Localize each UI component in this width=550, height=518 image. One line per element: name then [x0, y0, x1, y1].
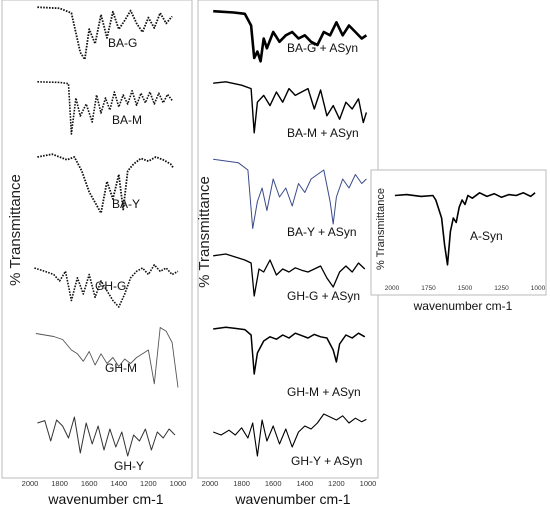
series-line-ba-y — [37, 153, 175, 214]
series-line-gh-y — [37, 416, 176, 457]
x-tick-label: 1250 — [494, 285, 509, 292]
series-label-ba-m: BA-M — [112, 113, 142, 127]
series-label-gh-g: GH-G — [95, 279, 126, 293]
series-label-gh-m: GH-M — [105, 361, 137, 375]
series-label-ba-g: BA-G — [108, 36, 137, 50]
x-tick-label: 1400 — [296, 479, 313, 488]
series-line-ba-g — [37, 6, 173, 61]
panel-right: % Transmittance A-Syn 2000 1750 1500 1250 10… — [370, 169, 547, 313]
series-line-gh-m-asyn — [213, 326, 366, 375]
panel-left: % Transmittance BA-G BA-M BA-Y GH-G GH-M GH-Y… — [1, 0, 193, 507]
x-tick-label: 2000 — [22, 479, 39, 488]
x-tick-label: 1600 — [81, 479, 98, 488]
panel-middle: % Transmittance BA-G + ASyn BA-M + ASyn BA… — [196, 0, 379, 507]
series-label-gh-y: GH-Y — [114, 459, 144, 473]
panel-left-frame — [1, 0, 193, 479]
x-tick-label: 1200 — [140, 479, 157, 488]
series-label-ba-y-asyn: BA-Y + ASyn — [287, 225, 357, 239]
series-line-ba-g-asyn — [213, 9, 368, 63]
series-line-ba-m — [37, 81, 173, 135]
x-tick-label: 1400 — [110, 479, 127, 488]
panel-left-y-axis-label: % Transmittance — [7, 174, 24, 286]
x-tick-label: 1000 — [170, 479, 187, 488]
series-label-gh-y-asyn: GH-Y + ASyn — [291, 454, 362, 468]
panel-middle-y-axis-label: % Transmittance — [196, 176, 213, 288]
series-line-gh-y-asyn — [213, 413, 367, 457]
x-tick-label: 2000 — [202, 479, 219, 488]
series-label-ba-y: BA-Y — [112, 197, 140, 211]
x-tick-label: 1600 — [265, 479, 282, 488]
panel-middle-frame — [197, 0, 379, 479]
panel-right-x-axis-label: wavenumber cm-1 — [413, 299, 513, 313]
panel-right-frame — [370, 169, 547, 296]
series-label-a-syn: A-Syn — [470, 229, 503, 243]
series-label-ba-g-asyn: BA-G + ASyn — [287, 41, 358, 55]
x-tick-label: 1500 — [458, 285, 473, 292]
series-line-ba-m-asyn — [213, 81, 368, 134]
x-tick-label: 1750 — [421, 285, 436, 292]
x-tick-label: 2000 — [385, 285, 400, 292]
series-line-gh-m — [35, 327, 179, 388]
x-tick-label: 1800 — [51, 479, 68, 488]
series-label-ba-m-asyn: BA-M + ASyn — [287, 126, 359, 140]
series-label-gh-g-asyn: GH-G + ASyn — [287, 289, 360, 303]
panel-right-y-axis-label: % Transmittance — [375, 188, 387, 270]
series-label-gh-m-asyn: GH-M + ASyn — [287, 385, 361, 399]
series-line-gh-g — [34, 263, 179, 308]
x-tick-label: 1000 — [531, 285, 546, 292]
series-line-ba-y-asyn — [213, 158, 367, 229]
x-tick-label: 1000 — [360, 479, 377, 488]
series-line-a-syn — [394, 192, 536, 266]
x-tick-label: 1800 — [233, 479, 250, 488]
series-line-gh-g-asyn — [213, 253, 366, 297]
x-tick-label: 1200 — [328, 479, 345, 488]
panel-middle-x-axis-label: wavenumber cm-1 — [234, 491, 350, 507]
panel-left-x-axis-label: wavenumber cm-1 — [47, 491, 163, 507]
